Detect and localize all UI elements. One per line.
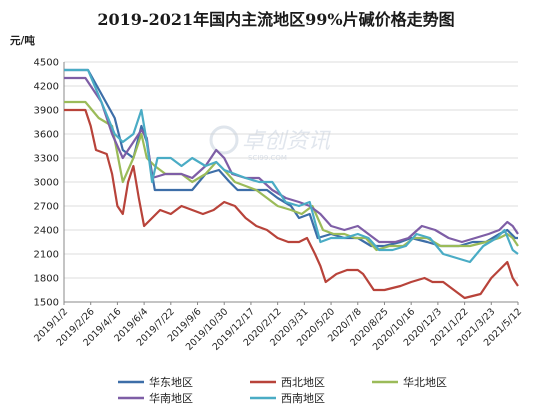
- y-tick-label: 4200: [34, 82, 59, 93]
- chart-title: 2019-2021年国内主流地区99%片碱价格走势图: [97, 10, 455, 29]
- legend-label: 西北地区: [281, 376, 325, 389]
- legend-label: 华东地区: [149, 375, 193, 389]
- y-axis-unit: 元/吨: [10, 34, 35, 47]
- y-tick-label: 2700: [34, 202, 59, 213]
- y-tick-label: 3900: [34, 106, 59, 117]
- y-tick-label: 1500: [34, 298, 59, 309]
- y-tick-label: 3300: [34, 154, 59, 165]
- legend-label: 华南地区: [149, 391, 193, 405]
- watermark-text: 卓创资讯: [242, 129, 331, 154]
- grid: [64, 61, 518, 303]
- y-tick-label: 2100: [34, 250, 59, 261]
- series-lines: [64, 68, 519, 300]
- legend-label: 华北地区: [403, 375, 447, 389]
- y-tick-label: 1800: [34, 274, 59, 285]
- y-tick-label: 4500: [34, 58, 59, 69]
- legend-label: 西南地区: [281, 392, 325, 405]
- series-line: [64, 76, 519, 244]
- watermark-logo-icon: [209, 125, 239, 155]
- y-tick-label: 3000: [34, 178, 59, 189]
- series-line: [64, 100, 519, 252]
- y-tick-label: 3600: [34, 130, 59, 141]
- series-line: [64, 68, 519, 264]
- series-line: [64, 108, 519, 300]
- y-tick-label: 2400: [34, 226, 59, 237]
